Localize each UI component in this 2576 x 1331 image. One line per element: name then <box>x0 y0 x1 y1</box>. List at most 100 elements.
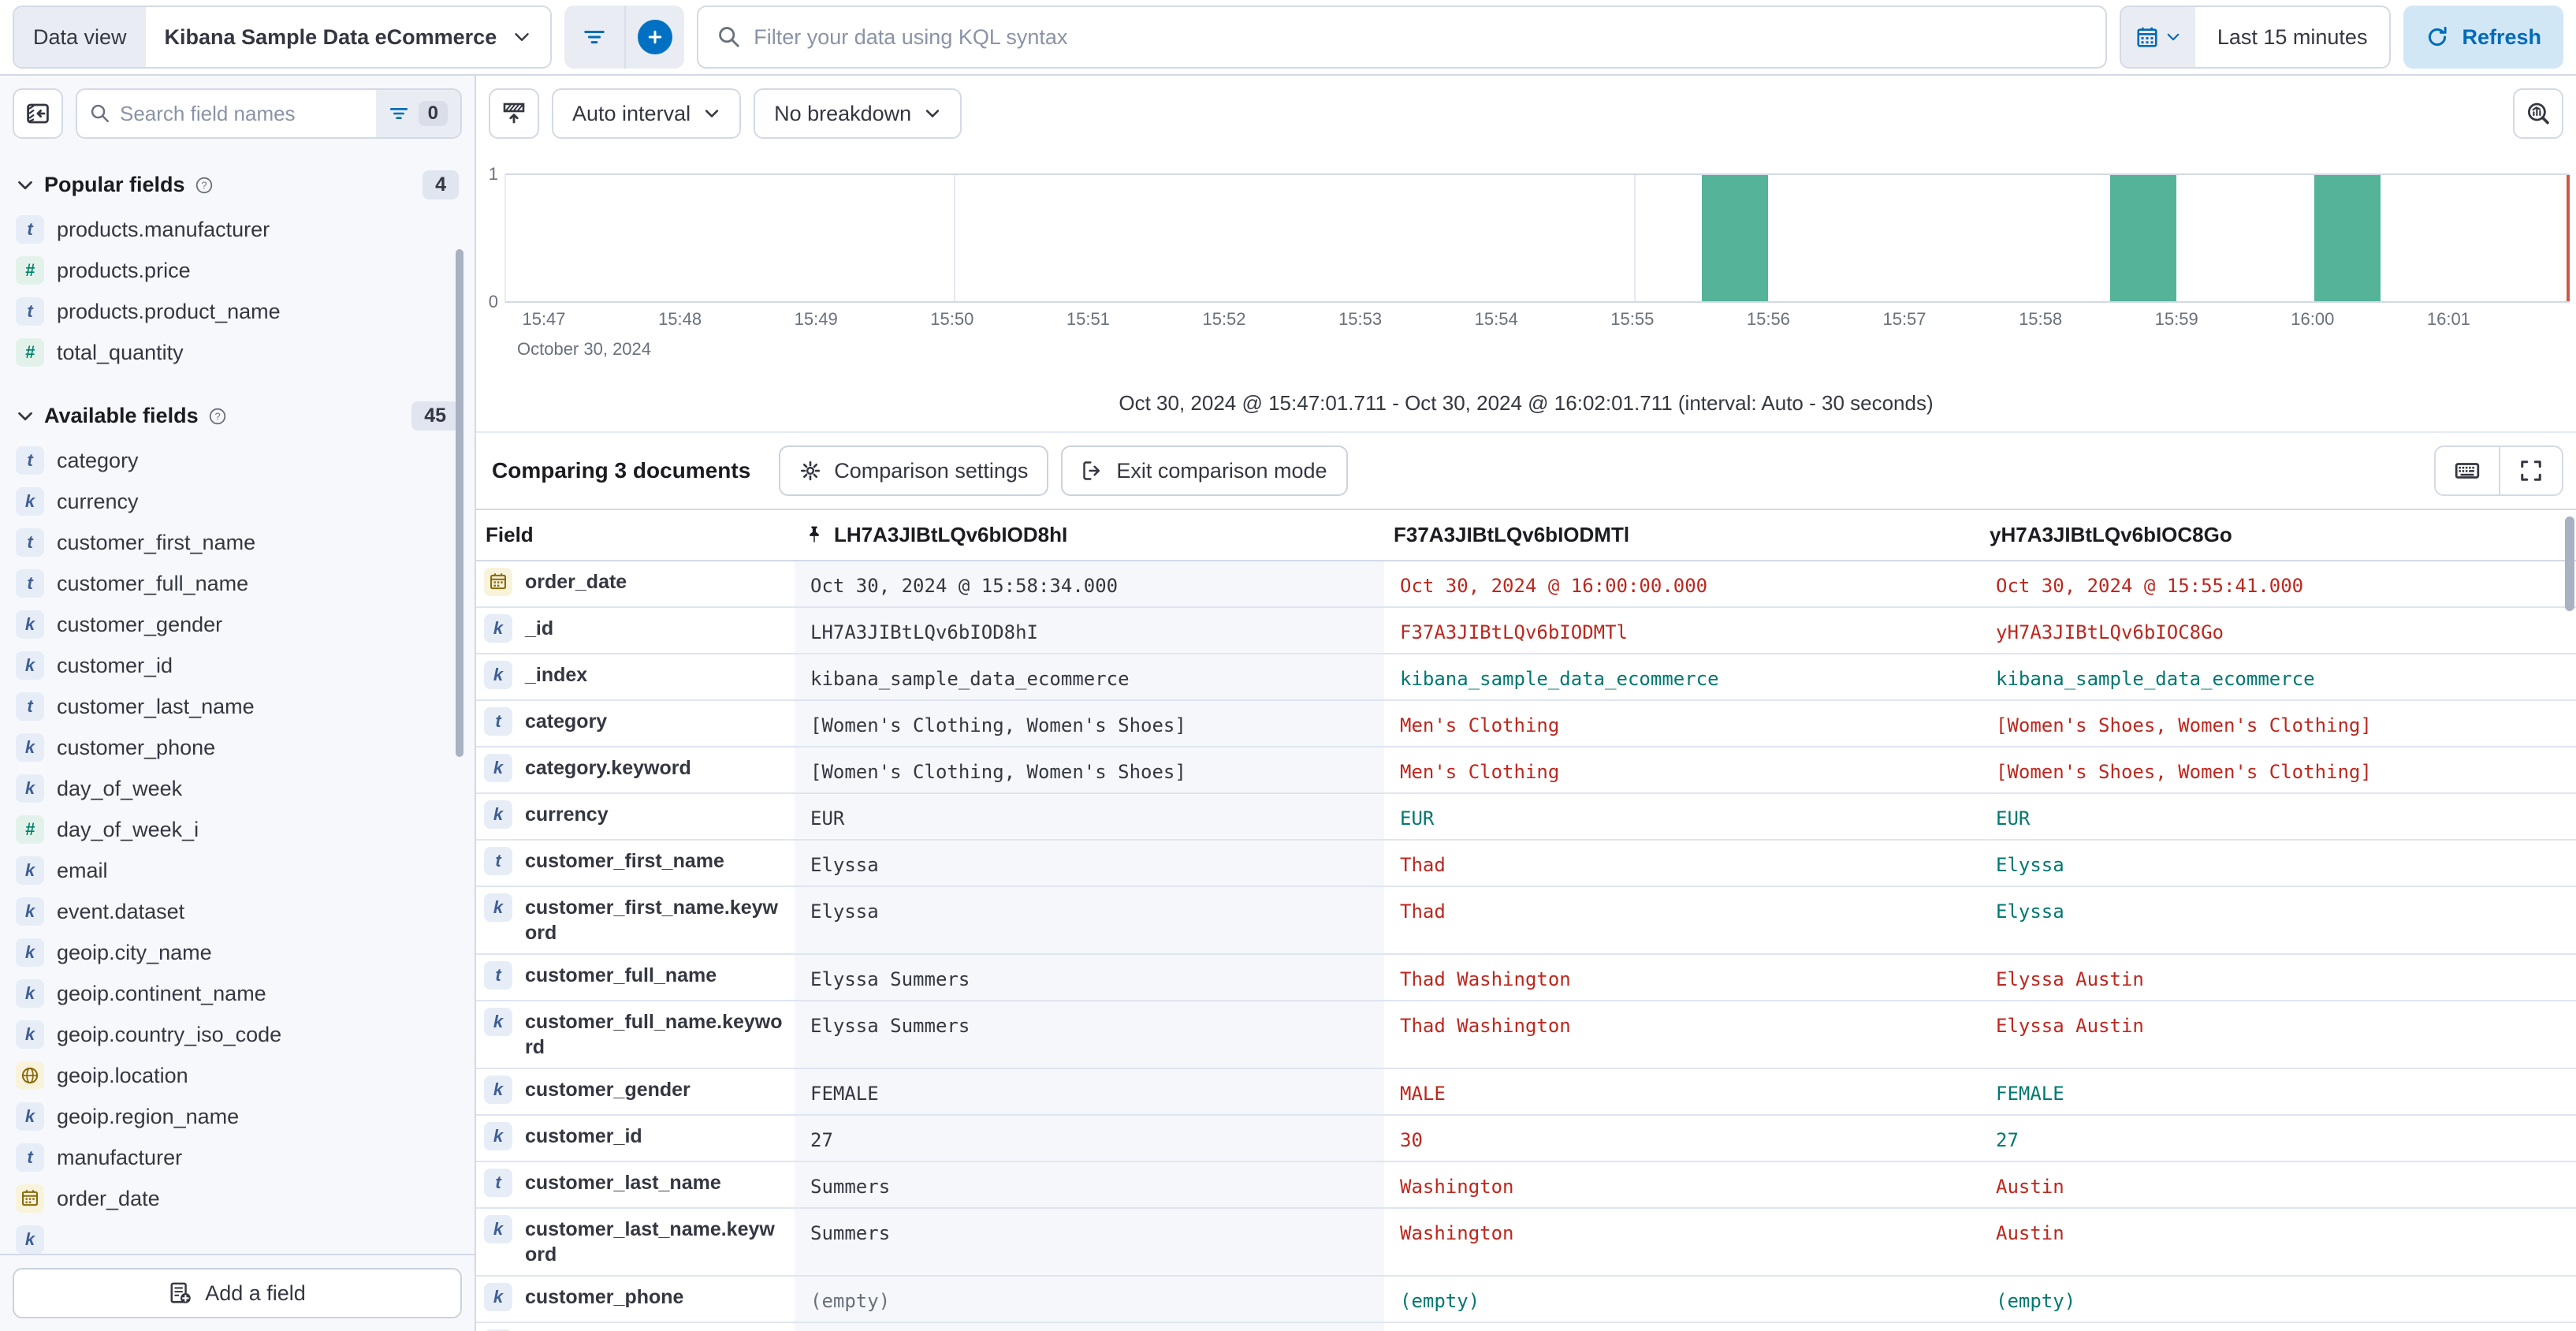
field-column-header[interactable]: Field <box>476 509 795 561</box>
doc-value-cell: Washington <box>1384 1209 1980 1277</box>
histogram-bar-15:55:30[interactable] <box>1702 175 1769 301</box>
sidebar-field-day_of_week_i[interactable]: # day_of_week_i <box>13 809 462 850</box>
sidebar-field-customer_full_name[interactable]: t customer_full_name <box>13 563 462 604</box>
kql-search-bar[interactable] <box>697 6 2107 69</box>
keyword-field-type-icon: k <box>16 733 44 762</box>
table-row-_id[interactable]: k _id LH7A3JIBtLQv6bIOD8hI F37A3JIBtLQv6bIO… <box>476 608 2576 654</box>
filter-icon[interactable] <box>564 6 624 69</box>
field-filter-button[interactable]: 0 <box>375 90 460 137</box>
table-row-customer_phone[interactable]: k customer_phone (empty) (empty) (empty) <box>476 1277 2576 1323</box>
x-axis-tick-label: 15:54 <box>1474 309 1518 329</box>
field-value: (empty) <box>810 1290 891 1312</box>
time-range-picker: Last 15 minutes <box>2119 6 2392 69</box>
table-row-customer_gender[interactable]: k customer_gender FEMALE MALE FEMALE <box>476 1069 2576 1116</box>
field-value-diff: Men's Clothing <box>1400 761 1560 783</box>
add-field-button[interactable]: Add a field <box>13 1268 462 1318</box>
sidebar-field-customer_first_name[interactable]: t customer_first_name <box>13 522 462 563</box>
kql-query-input[interactable] <box>754 24 2086 50</box>
sidebar-field-manufacturer[interactable]: t manufacturer <box>13 1137 462 1178</box>
x-axis-tick-label: 15:51 <box>1066 309 1110 329</box>
add-filter-button[interactable] <box>624 6 684 69</box>
field-name-cell: k customer_id <box>476 1116 795 1162</box>
table-row-customer_last_name.keyword[interactable]: k customer_last_name.keyword Summers Washin… <box>476 1209 2576 1277</box>
sidebar-field-customer_gender[interactable]: k customer_gender <box>13 604 462 645</box>
table-row-currency[interactable]: k currency EUR EUR EUR <box>476 794 2576 841</box>
doc-value-cell: (empty) <box>1980 1277 2576 1323</box>
doc-column-header[interactable]: F37A3JIBtLQv6bIODMTl <box>1384 509 1980 561</box>
field-name-label: event.dataset <box>57 899 185 923</box>
interval-dropdown[interactable]: Auto interval <box>552 88 742 139</box>
sidebar-field-products.manufacturer[interactable]: t products.manufacturer <box>13 209 462 250</box>
doc-column-header[interactable]: yH7A3JIBtLQv6bIOC8Go <box>1980 509 2576 561</box>
table-row-customer_first_name[interactable]: t customer_first_name Elyssa Thad Elyssa <box>476 841 2576 887</box>
pinned-doc-value-cell: [Women's Clothing, Women's Shoes] <box>795 701 1384 748</box>
sidebar-field-customer_phone[interactable]: k customer_phone <box>13 727 462 768</box>
sidebar-field-geoip.region_name[interactable]: k geoip.region_name <box>13 1096 462 1137</box>
table-row-order_date[interactable]: order_date Oct 30, 2024 @ 15:58:34.000 Oct… <box>476 561 2576 608</box>
field-search-input-wrap[interactable] <box>77 101 376 126</box>
field-filter-count: 0 <box>418 101 448 126</box>
sidebar-field-order_date[interactable]: order_date <box>13 1178 462 1219</box>
sidebar-field-geoip.country_iso_code[interactable]: k geoip.country_iso_code <box>13 1014 462 1055</box>
sidebar-scrollbar[interactable] <box>456 249 463 757</box>
add-field-label: Add a field <box>205 1281 306 1305</box>
sidebar-field-email[interactable]: k email <box>13 850 462 891</box>
field-name-label: geoip.continent_name <box>57 981 266 1005</box>
sidebar-field-total_quantity[interactable]: # total_quantity <box>13 332 462 373</box>
field-name-cell: k customer_gender <box>476 1069 795 1116</box>
fullscreen-button[interactable] <box>2499 447 2562 494</box>
available-fields-header[interactable]: Available fields ? 45 <box>13 389 462 440</box>
keyword-field-type-icon: k <box>484 1283 512 1311</box>
data-view-picker[interactable]: Kibana Sample Data eCommerce <box>145 7 551 67</box>
sidebar-field-partially-visible: k <box>13 1219 462 1254</box>
histogram-bar-16:00:00[interactable] <box>2314 175 2381 301</box>
field-search-input[interactable] <box>120 101 363 126</box>
comparison-settings-button[interactable]: Comparison settings <box>779 446 1049 496</box>
x-axis-tick-label: 15:56 <box>1746 309 1790 329</box>
table-row-_index[interactable]: k _index kibana_sample_data_ecommerce kiban… <box>476 654 2576 701</box>
text-field-type-icon: t <box>16 692 44 721</box>
sidebar-field-day_of_week[interactable]: k day_of_week <box>13 768 462 809</box>
sidebar-field-geoip.location[interactable]: geoip.location <box>13 1055 462 1096</box>
sidebar-field-event.dataset[interactable]: k event.dataset <box>13 891 462 932</box>
sidebar-field-products.price[interactable]: # products.price <box>13 250 462 291</box>
doc-value-cell: Elyssa Austin <box>1980 955 2576 1001</box>
sidebar-field-products.product_name[interactable]: t products.product_name <box>13 291 462 332</box>
pin-icon <box>804 525 825 546</box>
hide-chart-button[interactable] <box>489 88 539 139</box>
sidebar-field-geoip.continent_name[interactable]: k geoip.continent_name <box>13 973 462 1014</box>
histogram-bar-15:58:30[interactable] <box>2109 175 2177 301</box>
date-picker-button[interactable] <box>2120 7 2195 67</box>
field-name: customer_first_name.keyword <box>525 897 778 944</box>
table-row-customer_id[interactable]: k customer_id 27 30 27 <box>476 1116 2576 1162</box>
sidebar-field-currency[interactable]: k currency <box>13 481 462 522</box>
collapse-sidebar-button[interactable] <box>13 88 63 139</box>
table-row-customer_full_name[interactable]: t customer_full_name Elyssa Summers Thad Wa… <box>476 955 2576 1001</box>
refresh-button[interactable]: Refresh <box>2403 6 2563 69</box>
table-row-customer_last_name[interactable]: t customer_last_name Summers Washington Aust… <box>476 1162 2576 1209</box>
sidebar-field-geoip.city_name[interactable]: k geoip.city_name <box>13 932 462 973</box>
sidebar-field-customer_id[interactable]: k customer_id <box>13 645 462 686</box>
field-value-match: kibana_sample_data_ecommerce <box>1996 668 2315 690</box>
exit-comparison-button[interactable]: Exit comparison mode <box>1061 446 1348 496</box>
edit-visualization-button[interactable] <box>2513 88 2563 139</box>
table-row-category.keyword[interactable]: k category.keyword [Women's Clothing, Wome… <box>476 748 2576 794</box>
sidebar-field-category[interactable]: t category <box>13 440 462 481</box>
text-field-type-icon: t <box>16 297 44 326</box>
histogram-plot-area[interactable] <box>504 173 2570 303</box>
table-row-customer_first_name.keyword[interactable]: k customer_first_name.keyword Elyssa Thad El… <box>476 887 2576 955</box>
table-scrollbar[interactable] <box>2565 516 2574 611</box>
doc-value-cell: FEMALE <box>1980 1069 2576 1116</box>
pinned-doc-value-cell: [Women's Clothing, Women's Shoes] <box>795 748 1384 794</box>
table-row-customer_full_name.keyword[interactable]: k customer_full_name.keyword Elyssa Summer… <box>476 1001 2576 1069</box>
sidebar-field-customer_last_name[interactable]: t customer_last_name <box>13 686 462 727</box>
popular-fields-header[interactable]: Popular fields ? 4 <box>13 158 462 209</box>
pinned-doc-column-header[interactable]: LH7A3JIBtLQv6bIOD8hI <box>795 509 1384 561</box>
breakdown-dropdown[interactable]: No breakdown <box>754 88 962 139</box>
time-range-value[interactable]: Last 15 minutes <box>2217 24 2368 49</box>
keyboard-shortcuts-button[interactable] <box>2436 447 2499 494</box>
field-value-diff: [Women's Shoes, Women's Clothing] <box>1996 714 2372 736</box>
table-row-category[interactable]: t category [Women's Clothing, Women's Shoe… <box>476 701 2576 748</box>
